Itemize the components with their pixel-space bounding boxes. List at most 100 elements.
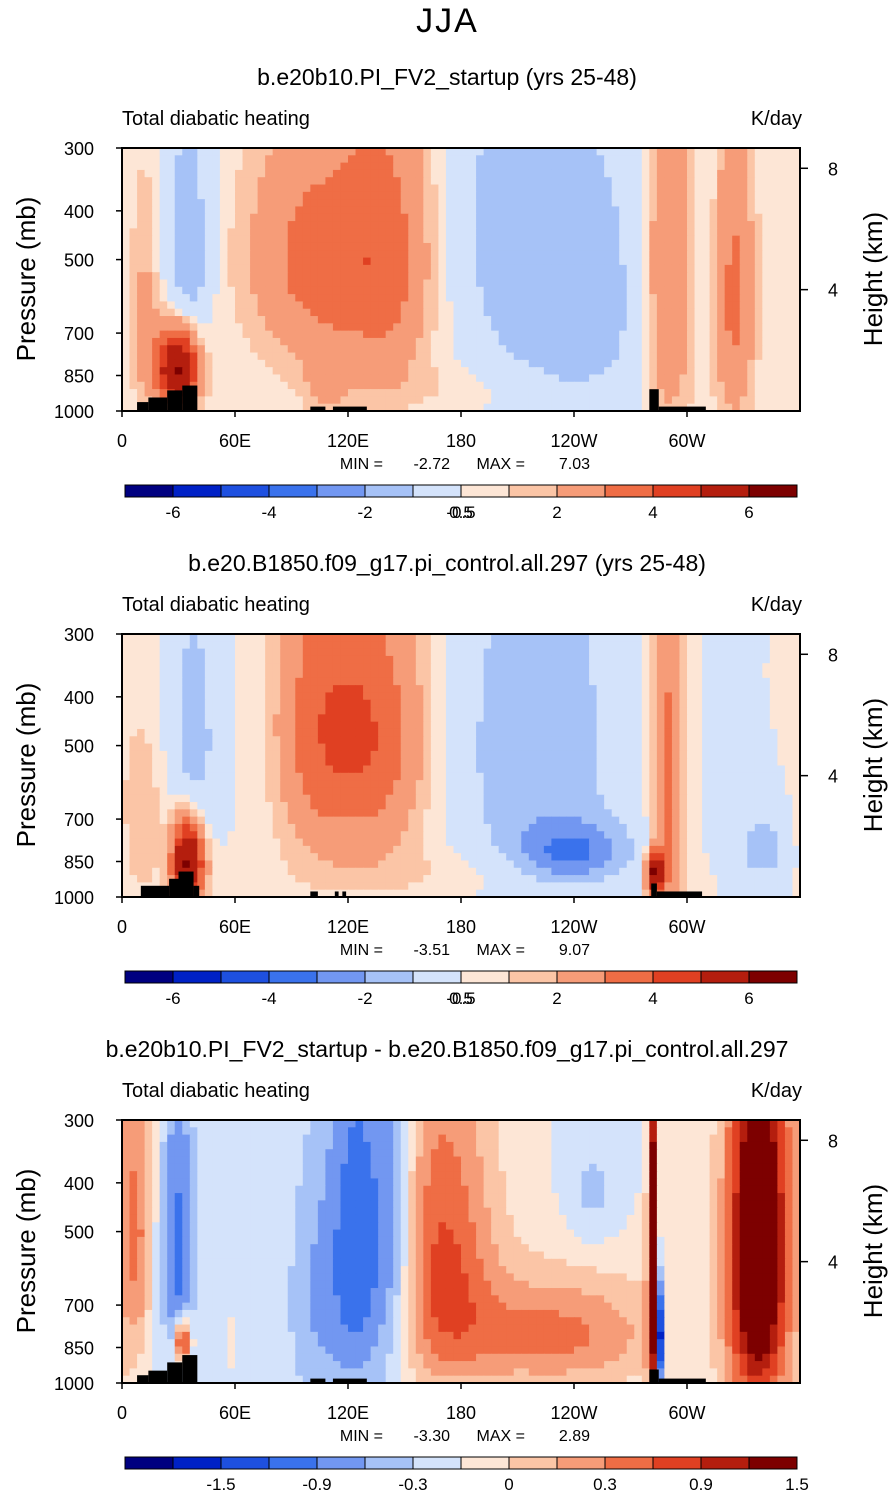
x-tick-label: 180 <box>446 431 476 451</box>
contour-field <box>122 1120 801 1384</box>
field-label: Total diabatic heating <box>122 108 310 130</box>
x-tick-label: 180 <box>446 1403 476 1423</box>
topography-block <box>182 1355 197 1383</box>
colorbar-swatch <box>749 971 797 983</box>
min-label: MIN = <box>340 1428 383 1445</box>
colorbar-swatch <box>365 1457 413 1469</box>
x-tick-label: 0 <box>117 917 127 937</box>
y-tick-label: 850 <box>64 852 94 872</box>
colorbar-label: 0.5 <box>449 503 473 522</box>
topography-block <box>148 397 167 411</box>
min-label: MIN = <box>340 942 383 959</box>
colorbar-swatch <box>269 971 317 983</box>
y-tick-label: 700 <box>64 810 94 830</box>
x-tick-label: 60E <box>219 917 251 937</box>
colorbar-swatch <box>701 971 749 983</box>
x-tick-label: 120E <box>327 1403 369 1423</box>
colorbar-swatch <box>653 485 701 497</box>
colorbar-swatch <box>557 485 605 497</box>
topography-block <box>167 390 182 411</box>
colorbar-label: -1.5 <box>206 1475 235 1494</box>
x-tick-label: 120W <box>550 917 597 937</box>
colorbar-swatch <box>413 1457 461 1469</box>
y2-tick-label: 8 <box>828 1131 838 1151</box>
colorbar-swatch <box>557 971 605 983</box>
panel-1: b.e20b10.PI_FV2_startup (yrs 25-48)Total… <box>0 55 895 530</box>
colorbar-label: -6 <box>165 989 180 1008</box>
colorbar-swatch <box>125 1457 173 1469</box>
x-tick-label: 0 <box>117 1403 127 1423</box>
colorbar-swatch <box>125 485 173 497</box>
max-value: 7.03 <box>559 456 590 473</box>
max-label: MAX = <box>477 456 525 473</box>
y-tick-label: 500 <box>64 1223 94 1243</box>
chart-svg: b.e20b10.PI_FV2_startup - b.e20.B1850.f0… <box>0 1027 895 1502</box>
y2-tick-label: 4 <box>828 1253 838 1273</box>
topography-block <box>169 879 178 897</box>
max-label: MAX = <box>477 1428 525 1445</box>
colorbar-label: -0.3 <box>398 1475 427 1494</box>
y-tick-label: 300 <box>64 1111 94 1131</box>
y-axis-label: Pressure (mb) <box>11 197 41 362</box>
topography-block <box>182 386 197 411</box>
colorbar-swatch <box>413 971 461 983</box>
colorbar-swatch <box>173 1457 221 1469</box>
colorbar-label: -4 <box>261 503 276 522</box>
y-tick-label: 1000 <box>54 1374 94 1394</box>
colorbar-swatch <box>749 1457 797 1469</box>
y2-axis-label: Height (km) <box>858 1184 888 1318</box>
contour-field <box>122 634 801 898</box>
topography-block <box>179 872 194 897</box>
colorbar-swatch <box>173 485 221 497</box>
x-tick-label: 120W <box>550 1403 597 1423</box>
max-value: 9.07 <box>559 942 590 959</box>
colorbar-label: 2 <box>552 989 561 1008</box>
colorbar-swatch <box>701 485 749 497</box>
colorbar-label: 0.3 <box>593 1475 617 1494</box>
x-tick-label: 120W <box>550 431 597 451</box>
colorbar-swatch <box>125 971 173 983</box>
topography-block <box>194 886 200 897</box>
topography-block <box>141 886 169 897</box>
chart-title: b.e20.B1850.f09_g17.pi_control.all.297 (… <box>188 550 706 576</box>
colorbar-swatch <box>365 971 413 983</box>
y-tick-label: 850 <box>64 366 94 386</box>
colorbar-label: -6 <box>165 503 180 522</box>
y-tick-label: 700 <box>64 324 94 344</box>
colorbar-swatch <box>509 1457 557 1469</box>
colorbar-label: -4 <box>261 989 276 1008</box>
colorbar-swatch <box>221 1457 269 1469</box>
topography-block <box>137 402 148 411</box>
colorbar-label: -0.9 <box>302 1475 331 1494</box>
chart-svg: b.e20b10.PI_FV2_startup (yrs 25-48)Total… <box>0 55 895 530</box>
colorbar-swatch <box>653 1457 701 1469</box>
colorbar-swatch <box>605 485 653 497</box>
main-title: JJA <box>0 2 895 41</box>
colorbar-swatch <box>701 1457 749 1469</box>
colorbar-swatch <box>317 1457 365 1469</box>
colorbar-swatch <box>605 1457 653 1469</box>
units-label: K/day <box>751 1080 802 1102</box>
topography-block <box>148 1371 167 1383</box>
colorbar-label: -2 <box>357 989 372 1008</box>
max-value: 2.89 <box>559 1428 590 1445</box>
colorbar-swatch <box>461 485 509 497</box>
colorbar-swatch <box>413 485 461 497</box>
colorbar-swatch <box>461 1457 509 1469</box>
chart-svg: b.e20.B1850.f09_g17.pi_control.all.297 (… <box>0 541 895 1016</box>
y2-tick-label: 8 <box>828 159 838 179</box>
y2-tick-label: 4 <box>828 281 838 301</box>
y2-axis-label: Height (km) <box>858 212 888 346</box>
topography-block <box>167 1362 182 1383</box>
colorbar-swatch <box>461 971 509 983</box>
units-label: K/day <box>751 594 802 616</box>
min-value: -3.51 <box>414 942 451 959</box>
y-tick-label: 300 <box>64 625 94 645</box>
colorbar-label: 4 <box>648 989 657 1008</box>
y2-tick-label: 8 <box>828 645 838 665</box>
colorbar-swatch <box>509 971 557 983</box>
colorbar-swatch <box>317 485 365 497</box>
y-axis-label: Pressure (mb) <box>11 683 41 848</box>
y-tick-label: 850 <box>64 1338 94 1358</box>
topography-block <box>651 883 657 897</box>
